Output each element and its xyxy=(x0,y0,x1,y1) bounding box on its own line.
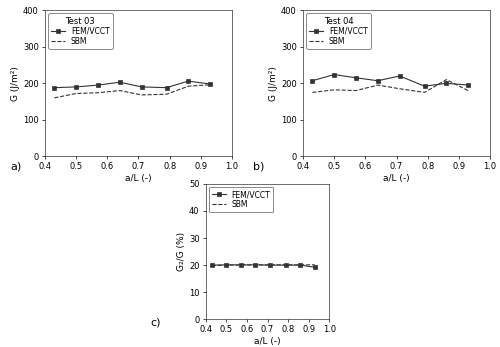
FEM/VCCT xyxy=(164,86,170,90)
SBM xyxy=(266,263,272,267)
FEM/VCCT xyxy=(375,79,381,83)
FEM/VCCT xyxy=(266,263,272,267)
FEM/VCCT xyxy=(465,83,471,87)
FEM/VCCT xyxy=(312,265,318,269)
SBM xyxy=(298,263,304,267)
Y-axis label: G₂/G (%): G₂/G (%) xyxy=(177,232,186,271)
SBM xyxy=(164,92,170,96)
Line: FEM/VCCT: FEM/VCCT xyxy=(52,79,212,90)
SBM xyxy=(312,263,318,267)
FEM/VCCT xyxy=(224,263,230,267)
FEM/VCCT xyxy=(396,74,402,78)
SBM xyxy=(207,83,213,87)
FEM/VCCT xyxy=(238,263,244,267)
Legend: FEM/VCCT, SBM: FEM/VCCT, SBM xyxy=(209,187,274,212)
FEM/VCCT xyxy=(331,73,337,77)
Legend: FEM/VCCT, SBM: FEM/VCCT, SBM xyxy=(306,14,371,49)
FEM/VCCT xyxy=(444,81,450,85)
FEM/VCCT xyxy=(73,85,79,89)
FEM/VCCT xyxy=(298,263,304,267)
X-axis label: a/L (-): a/L (-) xyxy=(254,337,281,346)
SBM xyxy=(310,90,316,94)
SBM xyxy=(422,90,428,94)
SBM xyxy=(331,88,337,92)
SBM xyxy=(465,88,471,93)
FEM/VCCT xyxy=(52,86,58,90)
SBM xyxy=(283,263,289,267)
Y-axis label: G (J/m²): G (J/m²) xyxy=(11,66,20,101)
FEM/VCCT xyxy=(283,263,289,267)
SBM xyxy=(52,96,58,100)
FEM/VCCT xyxy=(310,79,316,83)
SBM xyxy=(138,93,144,97)
SBM xyxy=(252,263,258,267)
FEM/VCCT xyxy=(207,82,213,86)
Line: SBM: SBM xyxy=(54,85,210,98)
Line: SBM: SBM xyxy=(212,265,315,266)
SBM xyxy=(353,88,359,93)
SBM xyxy=(117,88,123,93)
FEM/VCCT xyxy=(95,83,101,87)
FEM/VCCT xyxy=(422,84,428,88)
Legend: FEM/VCCT, SBM: FEM/VCCT, SBM xyxy=(48,14,113,49)
Text: c): c) xyxy=(150,318,160,328)
SBM xyxy=(209,264,215,268)
X-axis label: a/L (-): a/L (-) xyxy=(125,174,152,183)
SBM xyxy=(396,87,402,91)
FEM/VCCT xyxy=(252,263,258,267)
Line: FEM/VCCT: FEM/VCCT xyxy=(210,263,317,269)
SBM xyxy=(224,263,230,267)
Y-axis label: G (J/m²): G (J/m²) xyxy=(269,66,278,101)
FEM/VCCT xyxy=(209,263,215,267)
SBM xyxy=(73,91,79,95)
SBM xyxy=(444,78,450,82)
Line: SBM: SBM xyxy=(312,80,468,92)
SBM xyxy=(238,263,244,267)
X-axis label: a/L (-): a/L (-) xyxy=(383,174,410,183)
SBM xyxy=(375,83,381,87)
FEM/VCCT xyxy=(353,76,359,80)
SBM xyxy=(95,91,101,95)
FEM/VCCT xyxy=(117,80,123,84)
Text: a): a) xyxy=(10,161,21,171)
FEM/VCCT xyxy=(138,85,144,89)
Line: FEM/VCCT: FEM/VCCT xyxy=(310,73,470,88)
Text: b): b) xyxy=(252,161,264,171)
SBM xyxy=(186,84,192,88)
FEM/VCCT xyxy=(186,79,192,83)
